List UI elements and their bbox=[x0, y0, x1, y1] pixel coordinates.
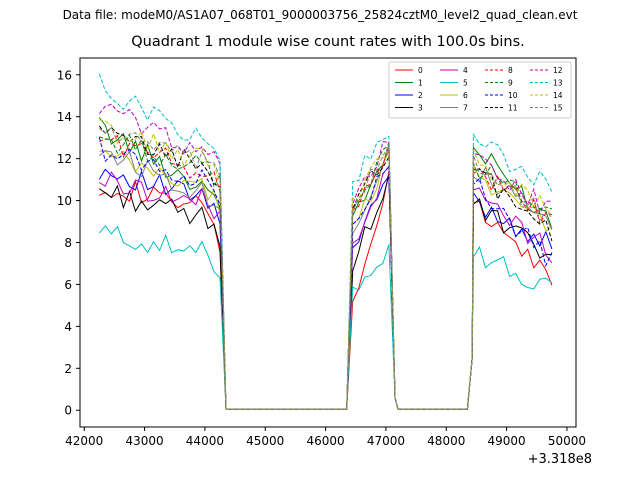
ticks-layer: 42000 43000 44000 45000 46000 47000 48000 49000… bbox=[57, 68, 586, 448]
series-layer bbox=[98, 73, 553, 410]
x-tick-label: 43000 bbox=[125, 434, 163, 448]
legend-label-15: 15 bbox=[553, 104, 563, 113]
x-tick-label: 47000 bbox=[367, 434, 405, 448]
legend-label-2: 2 bbox=[418, 91, 423, 100]
series-line-12 bbox=[98, 103, 552, 410]
x-tick-label: 49000 bbox=[488, 434, 526, 448]
x-tick-label: 44000 bbox=[186, 434, 224, 448]
legend-label-13: 13 bbox=[553, 79, 563, 88]
x-tick-label: 46000 bbox=[306, 434, 344, 448]
legend-label-7: 7 bbox=[463, 104, 468, 113]
series-line-2 bbox=[98, 168, 553, 410]
series-line-3 bbox=[99, 174, 552, 410]
chart-title: Quadrant 1 module wise count rates with … bbox=[131, 34, 525, 50]
series-line-0 bbox=[99, 171, 553, 410]
legend-label-1: 1 bbox=[418, 79, 423, 88]
series-line-7 bbox=[98, 148, 553, 410]
y-tick-label: 10 bbox=[57, 194, 72, 208]
legend-label-4: 4 bbox=[463, 66, 468, 75]
legend-label-6: 6 bbox=[463, 91, 468, 100]
y-tick-label: 0 bbox=[64, 404, 72, 418]
y-tick-label: 4 bbox=[64, 320, 72, 334]
y-tick-label: 6 bbox=[64, 278, 72, 292]
series-line-11 bbox=[98, 125, 553, 410]
legend-label-12: 12 bbox=[553, 66, 563, 75]
legend-label-3: 3 bbox=[418, 104, 423, 113]
legend-label-11: 11 bbox=[508, 104, 518, 113]
series-line-8 bbox=[99, 134, 553, 410]
x-tick-label: 42000 bbox=[65, 434, 103, 448]
legend-label-14: 14 bbox=[553, 91, 563, 100]
x-tick-label: 48000 bbox=[427, 434, 465, 448]
series-line-10 bbox=[98, 137, 553, 410]
legend-label-9: 9 bbox=[508, 79, 513, 88]
series-line-15 bbox=[98, 126, 553, 410]
series-line-5 bbox=[98, 225, 553, 410]
legend-label-10: 10 bbox=[508, 91, 518, 100]
series-line-13 bbox=[98, 73, 553, 410]
x-tick-label: 45000 bbox=[246, 434, 284, 448]
data-file-suptitle: Data file: modeM0/AS1A07_068T01_90000037… bbox=[62, 8, 578, 22]
y-tick-label: 14 bbox=[57, 110, 72, 124]
legend-label-8: 8 bbox=[508, 66, 513, 75]
series-line-4 bbox=[99, 165, 553, 410]
legend-label-5: 5 bbox=[463, 79, 468, 88]
y-tick-label: 12 bbox=[57, 152, 72, 166]
legend-box bbox=[388, 61, 572, 119]
x-axis-offset-label: +3.318e8 bbox=[527, 452, 592, 467]
x-tick-label: 50000 bbox=[548, 434, 586, 448]
y-tick-label: 8 bbox=[64, 236, 72, 250]
y-tick-label: 2 bbox=[64, 362, 72, 376]
legend-label-0: 0 bbox=[418, 66, 423, 75]
y-tick-label: 16 bbox=[57, 68, 72, 82]
series-line-14 bbox=[99, 119, 553, 410]
series-line-9 bbox=[99, 134, 553, 410]
